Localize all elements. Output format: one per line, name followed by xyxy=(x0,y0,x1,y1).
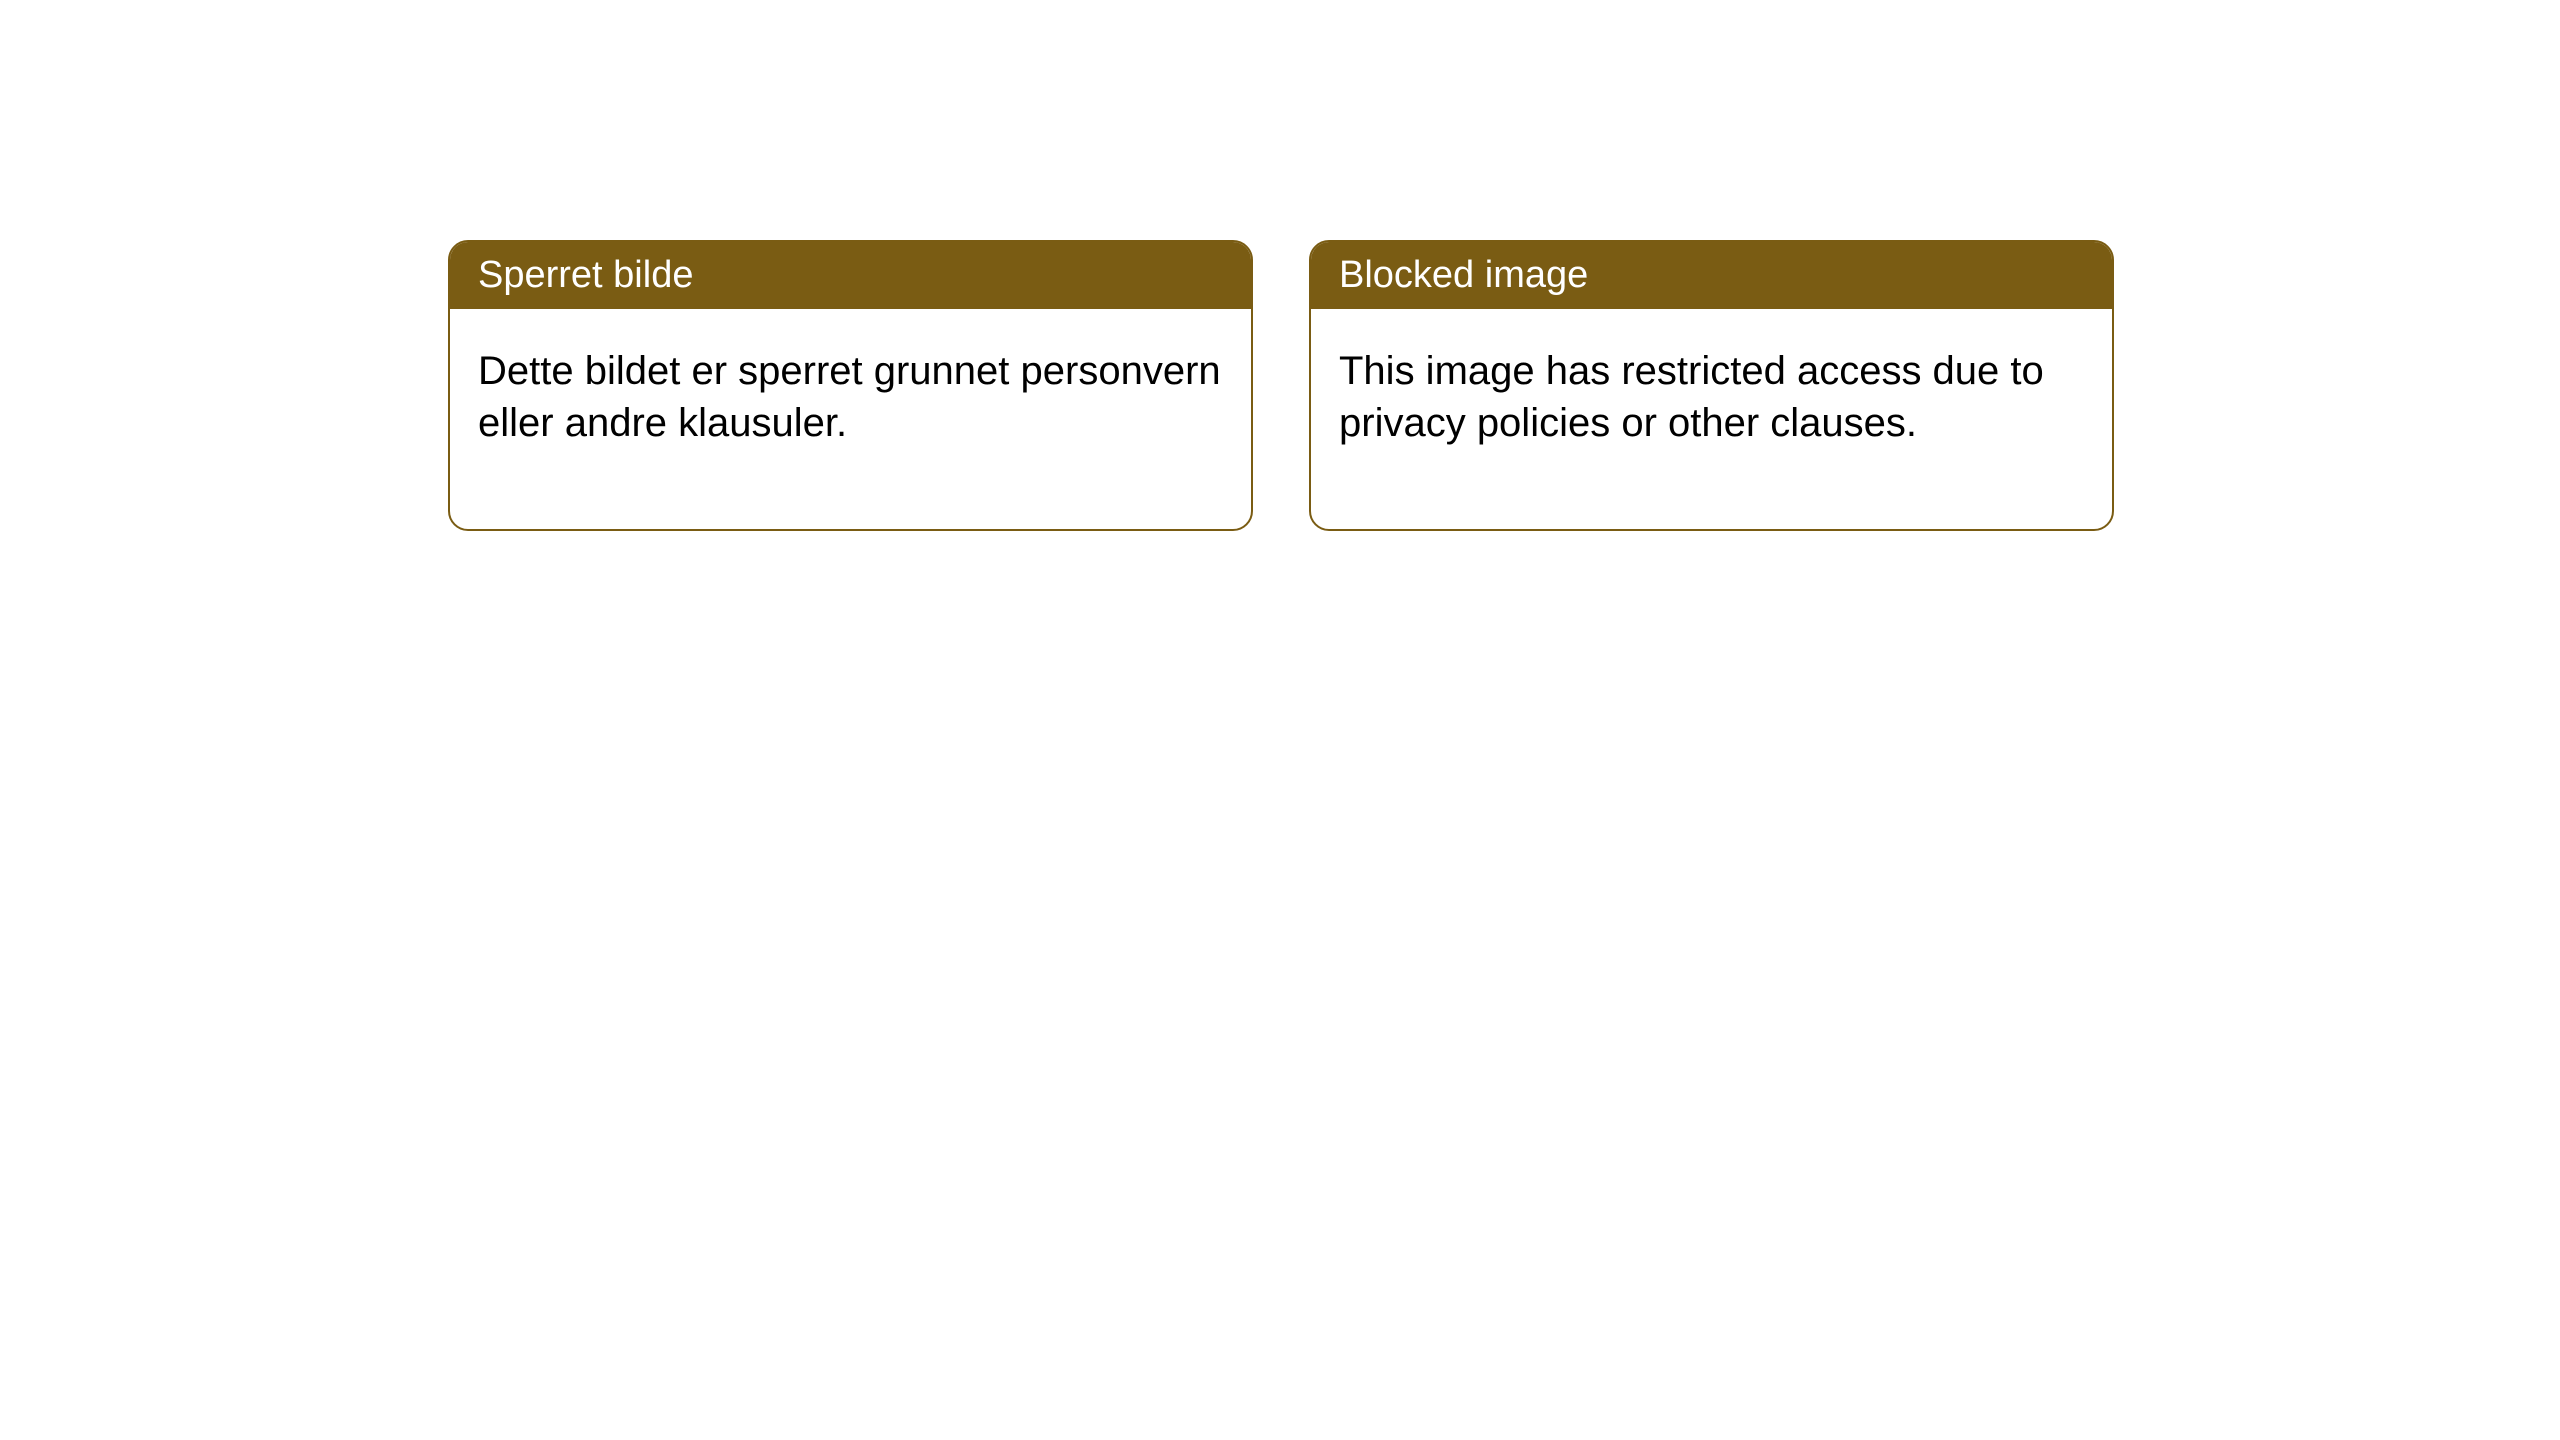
card-header: Blocked image xyxy=(1311,242,2112,309)
card-header: Sperret bilde xyxy=(450,242,1251,309)
notice-cards-container: Sperret bilde Dette bildet er sperret gr… xyxy=(448,240,2560,531)
card-body-text: Dette bildet er sperret grunnet personve… xyxy=(478,349,1221,445)
blocked-image-card-english: Blocked image This image has restricted … xyxy=(1309,240,2114,531)
card-body-text: This image has restricted access due to … xyxy=(1339,349,2044,445)
card-title: Blocked image xyxy=(1339,254,1588,296)
card-body: Dette bildet er sperret grunnet personve… xyxy=(450,309,1251,529)
card-body: This image has restricted access due to … xyxy=(1311,309,2112,529)
blocked-image-card-norwegian: Sperret bilde Dette bildet er sperret gr… xyxy=(448,240,1253,531)
card-title: Sperret bilde xyxy=(478,254,693,296)
